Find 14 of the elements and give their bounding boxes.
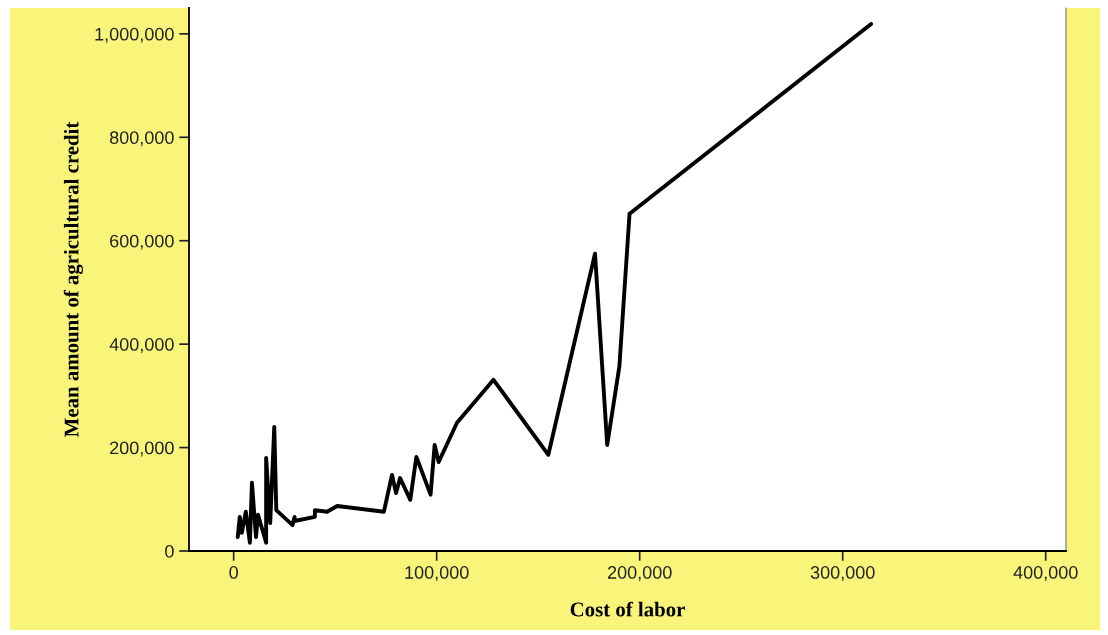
y-tick-label: 800,000 bbox=[109, 131, 174, 147]
line-series bbox=[235, 22, 874, 545]
x-tick-label: 200,000 bbox=[607, 566, 672, 581]
x-tick-label: 100,000 bbox=[405, 566, 469, 581]
x-axis-title: Cost of labor bbox=[570, 601, 685, 617]
y-axis-title: Mean amount of agricultural credit bbox=[63, 121, 83, 437]
x-tick-label: 400,000 bbox=[1013, 566, 1078, 581]
y-tick-label: 200,000 bbox=[110, 441, 174, 457]
x-tick-label: 300,000 bbox=[810, 566, 875, 581]
x-tick-label: 0 bbox=[229, 566, 238, 579]
y-tick-label: 1,000,000 bbox=[95, 27, 174, 43]
y-tick-label: 400,000 bbox=[109, 338, 174, 353]
y-tick-label: 0 bbox=[165, 544, 174, 558]
y-tick-label: 600,000 bbox=[110, 234, 174, 250]
